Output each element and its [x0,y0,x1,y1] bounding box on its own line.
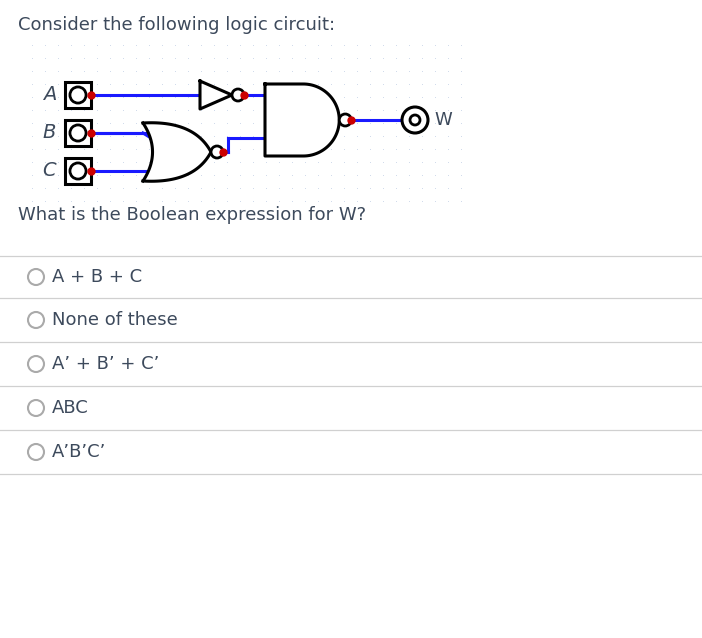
Text: A’B’C’: A’B’C’ [52,443,107,461]
Circle shape [28,269,44,285]
Bar [65,158,91,184]
Bar [65,82,91,108]
Circle shape [402,107,428,133]
Text: What is the Boolean expression for W?: What is the Boolean expression for W? [18,206,366,224]
Circle shape [70,125,86,141]
Circle shape [70,163,86,179]
Circle shape [211,146,223,158]
Polygon shape [200,81,232,109]
Circle shape [339,114,351,126]
Text: A + B + C: A + B + C [52,268,142,286]
Circle shape [28,400,44,416]
Text: C: C [42,161,56,181]
Text: A’ + B’ + C’: A’ + B’ + C’ [52,355,159,373]
Text: A: A [43,85,56,105]
Circle shape [28,356,44,372]
Text: Consider the following logic circuit:: Consider the following logic circuit: [18,16,335,34]
Text: B: B [43,124,56,142]
Circle shape [410,115,420,125]
Text: ABC: ABC [52,399,88,417]
Circle shape [28,444,44,460]
Polygon shape [265,84,339,156]
Polygon shape [143,122,211,181]
Circle shape [28,312,44,328]
Bar [65,120,91,146]
Circle shape [70,87,86,103]
Text: W: W [434,111,452,129]
Circle shape [232,89,244,101]
Text: None of these: None of these [52,311,178,329]
